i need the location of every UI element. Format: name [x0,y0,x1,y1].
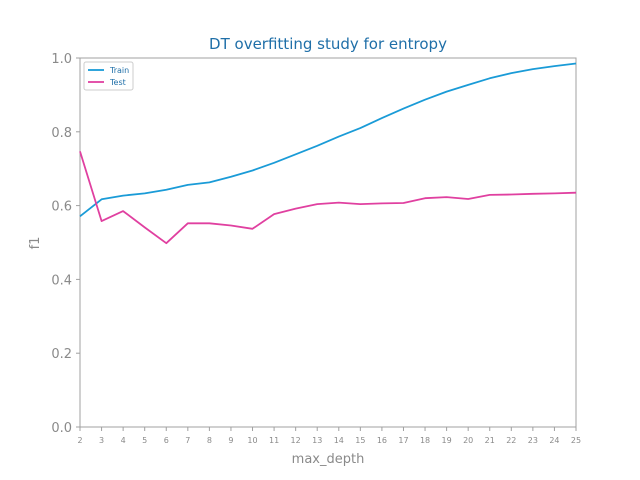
x-tick-label: 24 [549,436,559,445]
y-tick-label: 0.6 [51,200,72,215]
x-tick-label: 14 [334,436,344,445]
x-tick-label: 17 [398,436,408,445]
series-line-train [79,62,577,218]
legend: Train Test [83,61,134,91]
y-tick-label: 1.0 [51,52,72,67]
x-tick-label: 21 [485,436,495,445]
x-tick-label: 10 [247,436,257,445]
x-tick-label: 25 [571,436,581,445]
x-tick-label: 20 [463,436,473,445]
plot-area [79,57,577,428]
x-tick-label: 3 [99,436,104,445]
x-tick-label: 2 [77,436,82,445]
x-tick-label: 11 [269,436,279,445]
y-tick-label: 0.2 [51,347,72,362]
x-tick-label: 12 [291,436,301,445]
y-axis-label: f1 [28,237,43,250]
series-lines [79,62,577,245]
x-tick-label: 18 [420,436,430,445]
x-tick-label: 7 [185,436,190,445]
y-axis: 0.0 0.2 0.4 0.6 0.8 1.0 [51,52,80,436]
x-tick-label: 8 [207,436,212,445]
x-tick-label: 9 [228,436,233,445]
series-line-test [79,151,577,245]
y-tick-label: 0.8 [51,126,72,141]
x-tick-label: 23 [528,436,538,445]
chart-title: DT overfitting study for entropy [209,35,447,53]
x-axis: 2 3 4 5 6 7 8 9 10 11 12 13 14 15 16 17 18 19 20 21 22 23 24 25 [77,427,581,445]
legend-label-train: Train [109,66,129,75]
y-tick-label: 0.4 [51,273,72,288]
legend-label-test: Test [109,78,126,87]
x-tick-label: 6 [164,436,169,445]
x-tick-label: 16 [377,436,387,445]
x-tick-label: 5 [142,436,147,445]
x-tick-label: 15 [355,436,365,445]
x-tick-label: 19 [442,436,452,445]
x-tick-label: 22 [506,436,516,445]
y-tick-label: 0.0 [51,421,72,436]
legend-box [83,61,134,91]
x-tick-label: 13 [312,436,322,445]
x-tick-label: 4 [121,436,126,445]
x-axis-label: max_depth [292,452,365,467]
